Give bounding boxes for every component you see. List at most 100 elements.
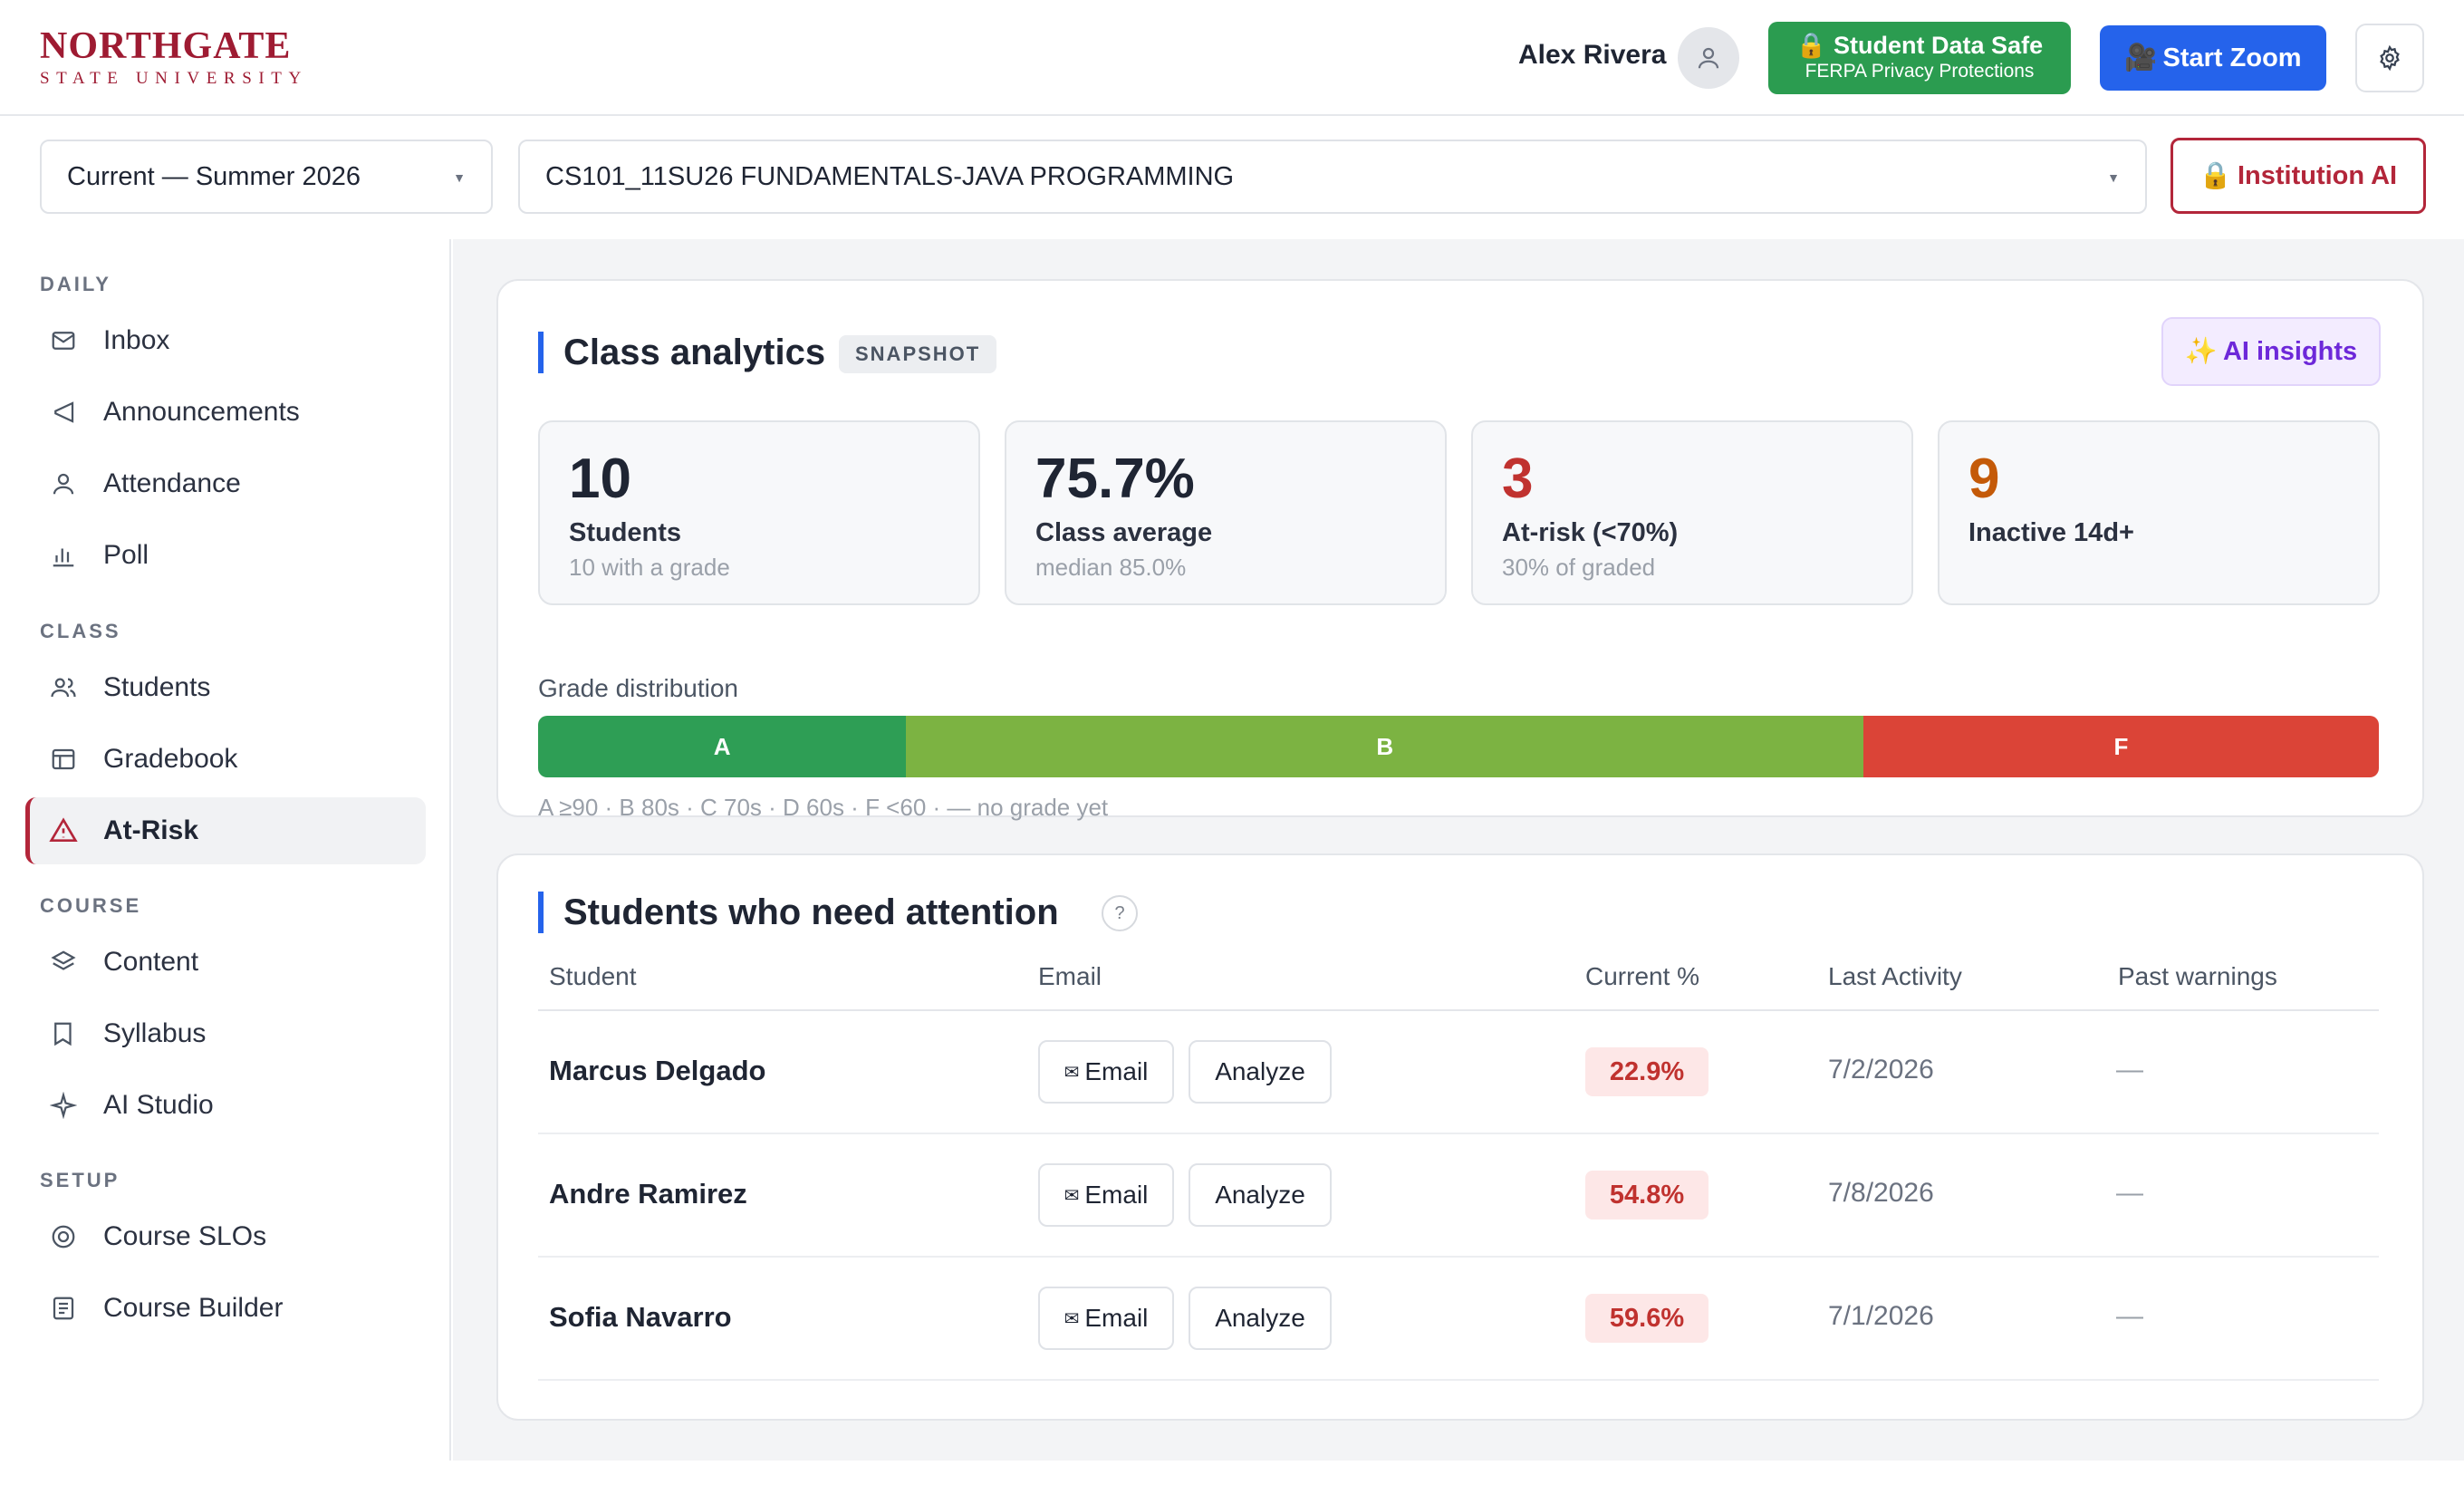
email-button[interactable]: ✉ Email: [1038, 1287, 1174, 1350]
sidebar-item-course-builder[interactable]: Course Builder: [25, 1275, 426, 1342]
main-content: Class analytics SNAPSHOT ✨ AI insights 1…: [453, 239, 2464, 1461]
university-logo[interactable]: NORTHGATE STATE UNIVERSITY: [40, 27, 308, 89]
attention-title: Students who need attention: [538, 892, 1059, 933]
past-warnings: —: [2116, 1055, 2143, 1085]
document-icon: [47, 1292, 80, 1325]
stat-inactive: 9 Inactive 14d+: [1938, 420, 2380, 605]
stat-value: 75.7%: [1035, 448, 1195, 510]
logo-name: NORTHGATE: [40, 25, 292, 67]
sidebar: DAILY Inbox Announcements Attendance Pol…: [0, 239, 451, 1461]
stat-class-average: 75.7% Class average median 85.0%: [1005, 420, 1447, 605]
term-select[interactable]: Current — Summer 2026 ▼: [40, 140, 493, 214]
sidebar-item-students[interactable]: Students: [25, 654, 426, 721]
past-warnings: —: [2116, 1178, 2143, 1208]
last-activity: 7/2/2026: [1828, 1055, 1934, 1085]
column-header-student: Student: [549, 962, 637, 990]
sidebar-item-label: At-Risk: [103, 815, 199, 845]
column-header-email: Email: [1038, 962, 1102, 990]
section-course: COURSE: [40, 894, 142, 917]
sidebar-item-label: Inbox: [103, 325, 170, 355]
ai-insights-label: AI insights: [2222, 336, 2358, 366]
gear-icon: [2380, 44, 2400, 72]
help-icon[interactable]: ?: [1102, 895, 1138, 931]
ai-insights-button[interactable]: ✨ AI insights: [2161, 317, 2381, 386]
column-header-last-activity: Last Activity: [1828, 962, 1962, 990]
table-header-divider: [538, 1009, 2379, 1011]
sidebar-item-label: Students: [103, 672, 211, 702]
analyze-button[interactable]: Analyze: [1189, 1040, 1332, 1104]
camera-icon: 🎥: [2124, 43, 2158, 72]
sidebar-item-label: Announcements: [103, 397, 300, 427]
sidebar-item-syllabus[interactable]: Syllabus: [25, 1000, 426, 1067]
course-select-value: CS101_11SU26 FUNDAMENTALS-JAVA PROGRAMMI…: [545, 161, 1235, 191]
grade-segment-f: F: [1863, 716, 2379, 777]
stat-sub: 30% of graded: [1502, 554, 1656, 581]
sidebar-item-course-slos[interactable]: Course SLOs: [25, 1203, 426, 1270]
sidebar-item-label: Content: [103, 947, 199, 977]
last-activity: 7/8/2026: [1828, 1178, 1934, 1208]
stat-at-risk: 3 At-risk (<70%) 30% of graded: [1471, 420, 1913, 605]
chevron-down-icon: ▼: [2107, 170, 2120, 185]
stat-students: 10 Students 10 with a grade: [538, 420, 980, 605]
mail-icon: [47, 324, 80, 357]
analyze-button[interactable]: Analyze: [1189, 1287, 1332, 1350]
institution-ai-button[interactable]: 🔒 Institution AI: [2170, 138, 2426, 214]
stat-label: Inactive 14d+: [1968, 518, 2134, 547]
start-zoom-button[interactable]: 🎥 Start Zoom: [2100, 25, 2326, 91]
stat-label: Class average: [1035, 518, 1213, 547]
sidebar-item-label: Poll: [103, 540, 149, 570]
class-analytics-title: Class analytics: [538, 332, 825, 373]
term-select-value: Current — Summer 2026: [67, 161, 361, 191]
sidebar-item-attendance[interactable]: Attendance: [25, 450, 426, 517]
last-activity: 7/1/2026: [1828, 1301, 1934, 1331]
sidebar-item-content[interactable]: Content: [25, 929, 426, 996]
envelope-icon: ✉: [1064, 1185, 1080, 1206]
course-select[interactable]: CS101_11SU26 FUNDAMENTALS-JAVA PROGRAMMI…: [518, 140, 2147, 214]
institution-ai-label: Institution AI: [2237, 160, 2398, 190]
column-header-past-warnings: Past warnings: [2118, 962, 2277, 990]
attention-card: Students who need attention ? Student Em…: [496, 853, 2424, 1421]
sidebar-item-label: AI Studio: [103, 1090, 214, 1120]
student-data-safe-button[interactable]: 🔒 Student Data Safe FERPA Privacy Protec…: [1768, 22, 2071, 94]
column-header-current: Current %: [1585, 962, 1700, 990]
person-icon: [47, 468, 80, 500]
section-setup: SETUP: [40, 1169, 120, 1191]
current-percent-badge: 54.8%: [1585, 1171, 1708, 1220]
section-daily: DAILY: [40, 273, 111, 295]
sidebar-item-at-risk[interactable]: At-Risk: [25, 797, 426, 864]
sidebar-item-announcements[interactable]: Announcements: [25, 379, 426, 446]
users-icon: [47, 671, 80, 704]
past-warnings: —: [2116, 1301, 2143, 1331]
target-icon: [47, 1220, 80, 1253]
layers-icon: [47, 946, 80, 979]
sidebar-item-inbox[interactable]: Inbox: [25, 307, 426, 374]
class-analytics-card: Class analytics SNAPSHOT ✨ AI insights 1…: [496, 279, 2424, 821]
sparkle-icon: ✨: [2184, 337, 2218, 366]
sidebar-item-ai-studio[interactable]: AI Studio: [25, 1072, 426, 1139]
stat-value: 9: [1968, 448, 2000, 510]
sidebar-item-label: Gradebook: [103, 744, 238, 774]
current-percent-badge: 59.6%: [1585, 1294, 1708, 1343]
avatar[interactable]: [1678, 27, 1739, 89]
email-button-label: Email: [1084, 1304, 1149, 1332]
stat-value: 10: [569, 448, 631, 510]
settings-button[interactable]: [2355, 24, 2424, 92]
envelope-icon: ✉: [1064, 1062, 1080, 1083]
stat-value: 3: [1502, 448, 1534, 510]
email-button[interactable]: ✉ Email: [1038, 1040, 1174, 1104]
section-class: CLASS: [40, 620, 121, 642]
chevron-down-icon: ▼: [453, 170, 466, 185]
current-percent-badge: 22.9%: [1585, 1047, 1708, 1096]
table-row: Sofia Navarro ✉ Email Analyze 59.6% 7/1/…: [538, 1258, 2379, 1381]
stat-sub: median 85.0%: [1035, 554, 1187, 581]
envelope-icon: ✉: [1064, 1308, 1080, 1329]
student-name: Sofia Navarro: [549, 1301, 732, 1333]
logo-subtitle: STATE UNIVERSITY: [40, 69, 308, 88]
email-button[interactable]: ✉ Email: [1038, 1163, 1174, 1227]
top-bar: NORTHGATE STATE UNIVERSITY Alex Rivera 🔒…: [0, 0, 2464, 116]
stat-label: At-risk (<70%): [1502, 518, 1679, 547]
student-name: Marcus Delgado: [549, 1055, 766, 1086]
sidebar-item-poll[interactable]: Poll: [25, 522, 426, 589]
analyze-button[interactable]: Analyze: [1189, 1163, 1332, 1227]
sidebar-item-gradebook[interactable]: Gradebook: [25, 726, 426, 793]
